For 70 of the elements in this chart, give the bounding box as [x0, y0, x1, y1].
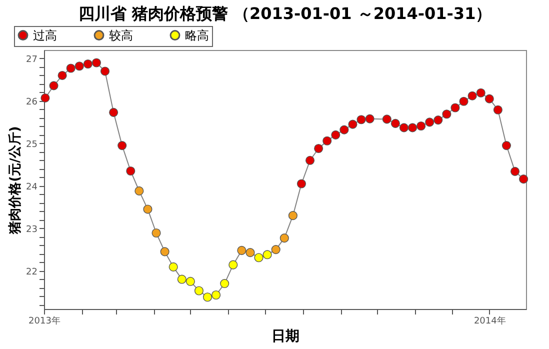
point: [177, 274, 186, 284]
point: [109, 108, 118, 117]
point: [416, 121, 426, 131]
x-axis-title: 日期: [272, 328, 300, 344]
point: [143, 204, 152, 214]
point: [296, 179, 306, 188]
legend-label: 略高: [185, 28, 209, 42]
point: [271, 245, 280, 254]
point: [356, 115, 366, 124]
y-tick-label: 25: [26, 140, 38, 150]
x-tick-label: 2014年: [474, 316, 506, 326]
point: [237, 246, 246, 255]
point: [468, 91, 477, 100]
point: [100, 66, 110, 76]
point: [425, 118, 434, 127]
point: [510, 166, 520, 176]
point: [314, 144, 324, 154]
y-axis-title: 猪肉价格(元/公斤): [7, 126, 24, 235]
point: [484, 94, 494, 104]
chart-title: 四川省 猪肉价格预警 （2013-01-01 ～2014-01-31）: [78, 4, 492, 23]
point: [442, 110, 452, 119]
point: [202, 292, 212, 302]
point: [83, 59, 92, 69]
y-tick-label: 24: [26, 182, 38, 192]
point: [168, 262, 178, 272]
y-tick-label: 22: [26, 267, 38, 278]
point: [118, 141, 127, 150]
point: [58, 70, 67, 80]
point: [408, 123, 418, 132]
point: [246, 248, 255, 258]
point: [459, 96, 468, 106]
point: [254, 253, 264, 262]
y-tick-label: 27: [26, 54, 38, 65]
point: [152, 228, 161, 238]
point: [434, 116, 443, 125]
legend-label: 过高: [33, 28, 57, 42]
point: [186, 276, 195, 286]
point: [476, 88, 486, 98]
legend-label: 较高: [109, 28, 133, 42]
point: [194, 286, 204, 296]
point: [493, 105, 502, 114]
point: [220, 279, 230, 288]
point: [340, 125, 349, 134]
point: [134, 186, 144, 196]
point: [331, 130, 340, 140]
point: [280, 234, 289, 243]
point: [212, 290, 221, 300]
point: [390, 118, 400, 128]
y-tick-label: 23: [26, 224, 38, 235]
point: [49, 81, 58, 90]
point: [399, 123, 409, 132]
point: [519, 174, 528, 184]
point: [288, 211, 298, 220]
point: [66, 64, 76, 73]
point: [126, 166, 136, 176]
point: [450, 103, 460, 112]
x-tick-label: 2013年: [28, 316, 60, 326]
point: [40, 93, 50, 103]
point: [74, 62, 84, 71]
point: [365, 114, 374, 124]
point: [502, 141, 512, 150]
point: [228, 260, 238, 270]
point: [262, 250, 272, 260]
point: [92, 58, 102, 68]
point: [160, 247, 170, 256]
point: [322, 136, 332, 146]
point: [382, 114, 392, 124]
y-tick-label: 26: [26, 97, 38, 108]
point: [305, 156, 315, 165]
point: [348, 120, 358, 129]
